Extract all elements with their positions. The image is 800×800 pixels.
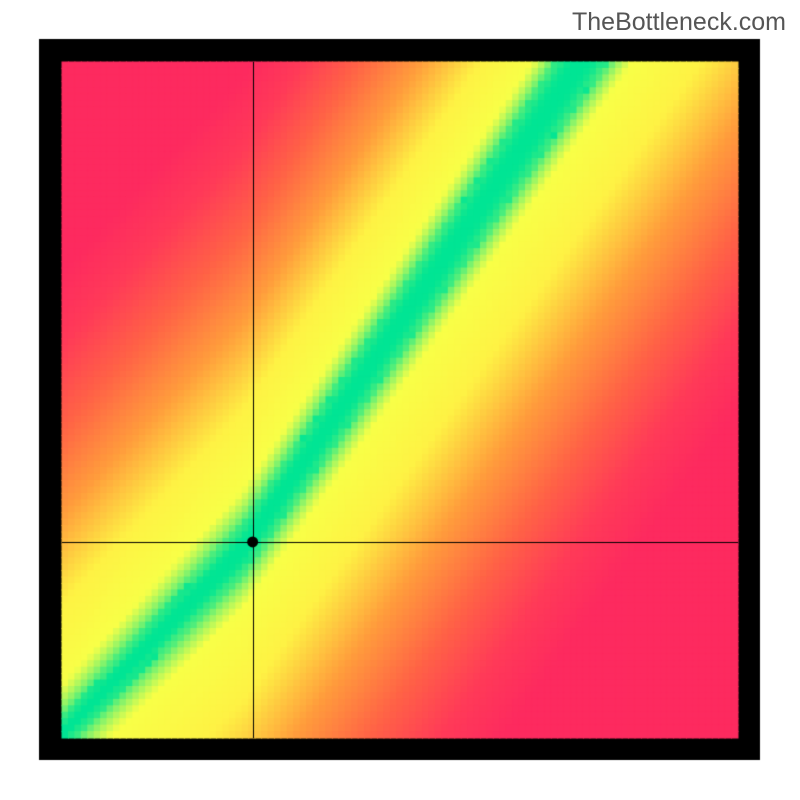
bottleneck-heatmap bbox=[0, 0, 800, 800]
chart-container: TheBottleneck.com bbox=[0, 0, 800, 800]
